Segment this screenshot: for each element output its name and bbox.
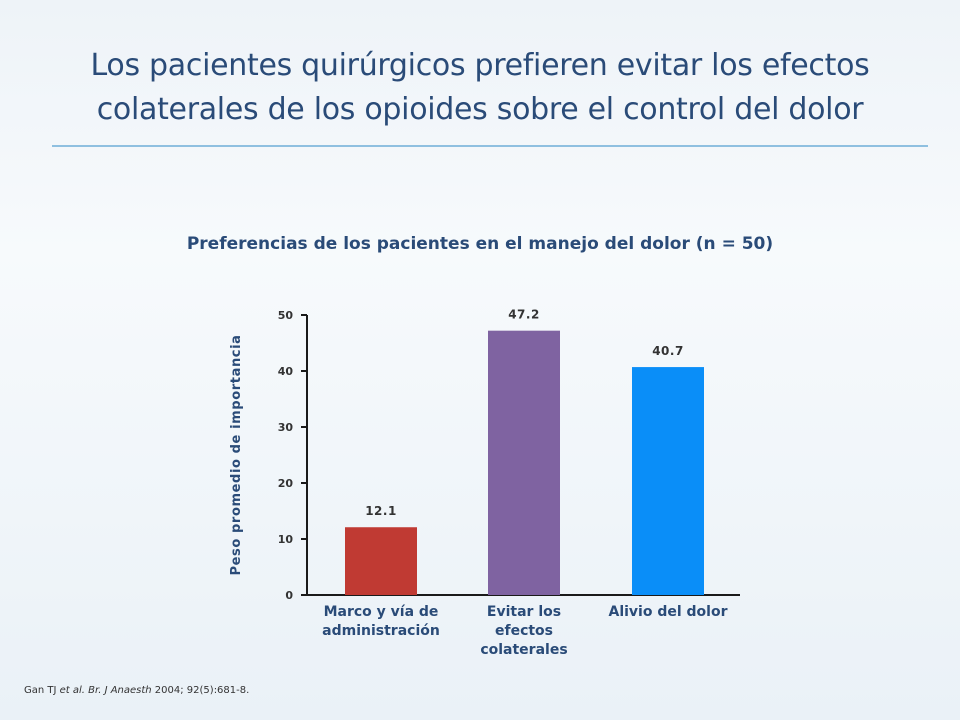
citation-details: 2004; 92(5):681-8. <box>151 685 250 696</box>
chart-title: Preferencias de los pacientes en el mane… <box>186 234 774 254</box>
bar-2 <box>488 330 560 595</box>
data-label: 40.7 <box>652 344 684 358</box>
x-tick-label: Evitar los <box>487 604 561 620</box>
y-tick-label: 40 <box>278 365 294 378</box>
x-tick-label: administración <box>322 623 440 639</box>
citation: Gan TJ et al. Br. J Anaesth 2004; 92(5):… <box>24 685 249 696</box>
y-tick-label: 50 <box>278 309 294 322</box>
data-label: 12.1 <box>365 504 397 518</box>
slide-title: Los pacientes quirúrgicos prefieren evit… <box>40 44 920 132</box>
x-tick-label: efectos <box>495 623 553 639</box>
bar-1 <box>345 527 417 595</box>
citation-journal: et al. Br. J Anaesth <box>59 685 152 696</box>
x-tick-label: Alivio del dolor <box>609 604 728 620</box>
title-divider <box>52 145 928 147</box>
x-tick-label: colaterales <box>480 642 567 658</box>
citation-authors: Gan TJ <box>24 685 60 696</box>
y-tick-label: 0 <box>285 589 293 602</box>
y-tick-label: 10 <box>278 533 294 546</box>
bar-3 <box>632 367 704 595</box>
y-tick-label: 20 <box>278 477 294 490</box>
x-tick-label: Marco y vía de <box>324 604 439 620</box>
slide-title-line-2: colaterales de los opioides sobre el con… <box>96 92 864 127</box>
data-label: 47.2 <box>508 308 540 322</box>
y-tick-label: 30 <box>278 421 294 434</box>
slide-title-line-1: Los pacientes quirúrgicos prefieren evit… <box>90 48 870 83</box>
y-axis-label: Peso promedio de importancia <box>229 334 244 575</box>
